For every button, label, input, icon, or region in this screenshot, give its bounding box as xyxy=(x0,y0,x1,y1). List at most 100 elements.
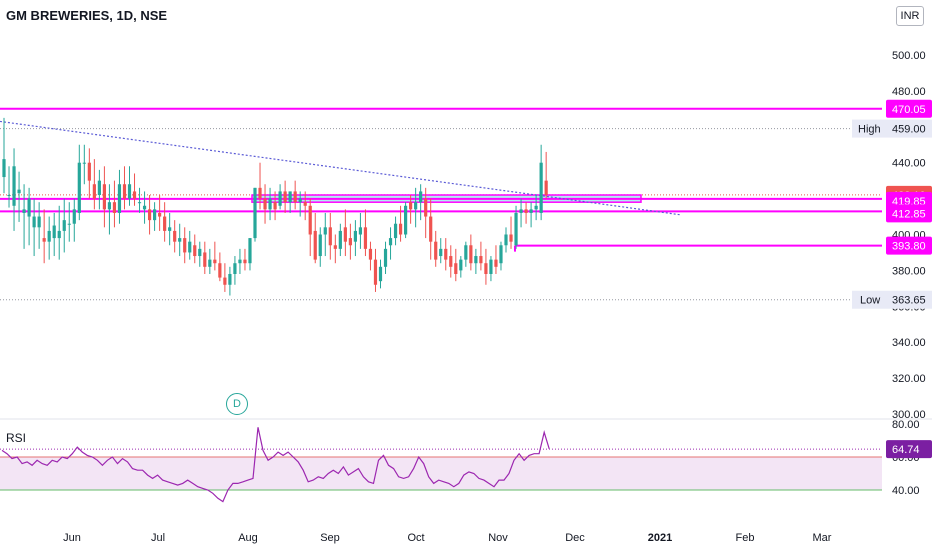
candle-body xyxy=(92,184,96,199)
candle-body xyxy=(509,234,513,242)
level-tag-412: 412.85 xyxy=(886,204,932,223)
candle-body xyxy=(72,209,76,224)
candle-body xyxy=(102,184,106,210)
candle-body xyxy=(198,248,202,257)
candle-body xyxy=(308,205,312,235)
low-tag-bg xyxy=(852,290,932,309)
candle-body xyxy=(469,245,473,264)
candle-body xyxy=(424,198,428,217)
price-tick-label: 300.00 xyxy=(892,409,926,421)
candle-body xyxy=(37,216,41,228)
level-tag-393: 393.80 xyxy=(886,236,932,255)
rsi-tick-label: 80.00 xyxy=(892,419,920,431)
candle-body xyxy=(444,248,448,260)
candle-body xyxy=(298,198,302,203)
candle-body xyxy=(27,198,31,217)
price-tick-label: 320.00 xyxy=(892,373,926,385)
candle-body xyxy=(188,241,192,253)
candle-body xyxy=(323,227,327,235)
price-tick-label: 340.00 xyxy=(892,337,926,349)
candle-body xyxy=(183,238,187,253)
candle-body xyxy=(122,184,127,199)
candle-body xyxy=(147,209,152,221)
candle-body xyxy=(449,256,453,267)
currency-button[interactable]: INR xyxy=(896,6,924,26)
candle-body xyxy=(524,209,528,213)
candle-body xyxy=(388,238,393,246)
candle-body xyxy=(393,223,398,239)
time-tick-label: Nov xyxy=(488,532,508,544)
candle-body xyxy=(258,187,262,199)
rsi-value-tag-text: 64.74 xyxy=(892,444,920,456)
rsi-tick-label: 40.00 xyxy=(892,485,920,497)
candle-body xyxy=(12,166,16,206)
candle-body xyxy=(499,245,503,264)
candle-body xyxy=(142,205,147,210)
candle-body xyxy=(17,189,21,194)
level-tag-470-bg xyxy=(886,99,932,118)
candle-body xyxy=(62,220,66,231)
time-tick-label: Mar xyxy=(813,532,832,544)
candle-body xyxy=(107,202,112,210)
rsi-pane-label: RSI xyxy=(6,431,27,445)
candle-body xyxy=(353,230,357,242)
candle-body xyxy=(173,230,177,242)
rsi-pane xyxy=(0,427,882,503)
time-tick-label: Oct xyxy=(407,532,424,544)
candle-body xyxy=(333,245,337,249)
candle-body xyxy=(112,202,117,213)
candle-body xyxy=(539,162,543,213)
candle-body xyxy=(263,198,267,210)
candle-body xyxy=(193,245,197,257)
candle-body xyxy=(213,259,217,264)
candle-body xyxy=(409,202,413,210)
candle-body xyxy=(67,223,71,225)
candle-body xyxy=(132,191,137,199)
candle-body xyxy=(474,256,478,264)
grid xyxy=(0,128,932,420)
candle-body xyxy=(22,209,26,213)
candle-body xyxy=(158,212,162,217)
candle-body xyxy=(419,191,423,203)
candle-body xyxy=(303,202,307,206)
candle-body xyxy=(168,227,172,231)
level-tag-412-bg xyxy=(886,204,932,223)
candle-body xyxy=(459,259,463,271)
candle-body xyxy=(404,205,408,235)
candle-body xyxy=(87,162,91,181)
high-tag-label: High xyxy=(858,124,881,136)
candle-body xyxy=(42,238,46,242)
candle-body xyxy=(544,180,548,196)
candle-body xyxy=(454,263,458,274)
level-tag-393-text: 393.80 xyxy=(892,241,926,253)
candle-body xyxy=(343,227,347,242)
chart-title: GM BREWERIES, 1D, NSE xyxy=(6,8,168,23)
candle-body xyxy=(318,234,322,257)
candle-body xyxy=(117,184,122,213)
candle-body xyxy=(504,234,508,246)
candle-body xyxy=(2,159,6,178)
candle-body xyxy=(228,273,232,285)
dividend-event-icon[interactable]: D xyxy=(226,393,248,415)
candle-body xyxy=(338,230,342,249)
candle-body xyxy=(529,209,533,213)
rsi-band-fill xyxy=(0,457,882,490)
time-tick-label: Feb xyxy=(736,532,755,544)
candle-body xyxy=(253,187,257,239)
price-tick-label: 480.00 xyxy=(892,86,926,98)
time-tick-label: Jun xyxy=(63,532,81,544)
candle-body xyxy=(82,162,86,164)
candle-body xyxy=(313,230,317,260)
candle-body xyxy=(414,202,418,210)
rsi-value-tag-bg xyxy=(886,440,932,459)
candle-body xyxy=(137,202,142,204)
candle-body xyxy=(208,259,212,267)
candle-body xyxy=(127,184,132,199)
time-tick-label: Dec xyxy=(565,532,585,544)
candle-body xyxy=(178,238,182,242)
candle-body xyxy=(248,238,252,264)
candle-body xyxy=(163,216,167,231)
high-tag: High 459.00 xyxy=(852,119,932,138)
axis-tags: 470.05High459.00422.10419.85412.85393.80… xyxy=(852,99,932,459)
